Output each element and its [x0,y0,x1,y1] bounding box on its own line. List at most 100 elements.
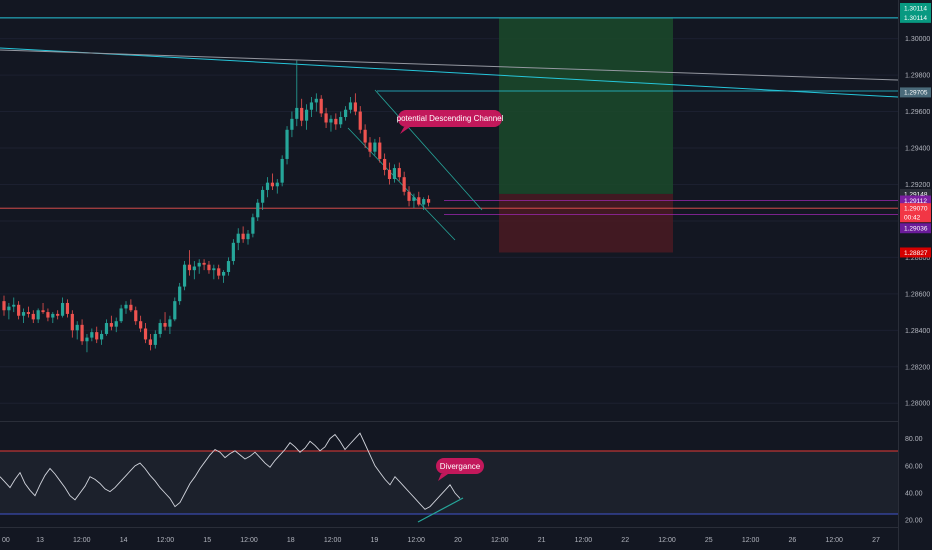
candle-body [241,233,245,240]
rsi-tick-label: 20.00 [905,518,923,525]
price-badge [900,212,931,223]
candle-body [70,313,74,331]
candle-body [60,302,65,316]
candle-body [187,264,192,271]
candle-body [275,182,279,187]
price-tick-label: 1.28400 [905,328,930,335]
candle-body [402,177,406,192]
time-tick-label: 12:00 [825,537,843,544]
candle-body [104,323,109,334]
candle-body [202,262,206,265]
price-tick-label: 1.29200 [905,182,930,189]
candle-body [314,98,318,103]
stop-zone[interactable] [499,193,673,253]
time-tick-label: 00 [2,537,10,544]
time-tick-label: 22 [621,537,629,544]
candle-body [119,308,123,322]
candle-body [261,189,265,203]
candle-body [168,319,172,327]
candle-body [334,118,338,125]
channel-callout: potential Descending Channel [397,110,504,134]
candle-body [348,102,353,110]
candle-body [222,271,226,276]
price-badge-label: 00:42 [904,215,921,222]
top-price-badge-label: 1.30114 [904,5,927,12]
rsi-tick-label: 40.00 [905,491,923,498]
descending-trendline[interactable] [0,47,899,98]
candle-body [80,324,84,342]
candle-body [426,199,431,203]
price-tick-label: 1.29400 [905,146,930,153]
candle-body [309,102,314,110]
rsi-divergence-line [417,497,464,523]
top-price-badge [900,3,931,13]
price-badge-label: 1.29148 [904,191,928,198]
candle-body [129,304,133,311]
candle-body [163,323,167,327]
time-tick-label: 12:00 [658,537,676,544]
time-tick-label: 12:00 [240,537,258,544]
candle-body [7,306,11,311]
candle-body [251,217,255,234]
divergence-callout: Divergance [436,458,484,481]
candle-body [383,158,387,170]
time-tick-label: 20 [454,537,462,544]
price-tick-label: 1.28800 [905,255,930,262]
callout-pointer [400,127,410,134]
candle-body [100,333,104,340]
candle-body [378,142,382,159]
rsi-axis[interactable]: 80.00 60.00 40.00 20.00 [905,436,923,525]
candle-body [265,182,270,190]
price-badge-label: 1.29705 [904,90,928,97]
callout-text: potential Descending Channel [397,114,504,123]
time-tick-label: 21 [538,537,546,544]
rsi-line [0,432,461,510]
channel-upper[interactable] [374,89,483,211]
price-pane[interactable] [0,0,898,421]
rsi-tick-label: 80.00 [905,436,923,443]
time-tick-label: 12:00 [742,537,760,544]
candle-body [12,304,16,307]
target-zone[interactable] [499,17,673,194]
candle-body [56,313,60,316]
candle-body [422,199,426,205]
candle-body [139,321,143,329]
price-tick-label: 1.29600 [905,109,930,116]
time-tick-label: 12:00 [157,537,175,544]
channel-lower[interactable] [347,127,456,241]
candle-body [290,118,294,130]
candle-body [95,332,99,340]
descending-trendline-2[interactable] [0,49,899,81]
price-badge [900,195,931,206]
time-tick-label: 18 [287,537,295,544]
time-axis[interactable]: 00 13 12:00 14 12:00 15 12:00 18 12:00 19 12:00 20 1… [2,537,880,544]
candles [2,60,431,353]
candle-body [17,304,21,316]
candle-body [212,268,216,271]
candle-body [353,102,357,112]
price-badge-label: 1.30114 [904,15,927,22]
candle-body [363,129,367,143]
candle-body [36,310,40,320]
candle-body [90,332,94,338]
candle-body [148,339,152,345]
price-badge [900,247,931,258]
candle-body [373,142,377,152]
candle-body [319,98,323,114]
candle-body [226,261,231,272]
candle-body [407,191,411,201]
time-tick-label: 19 [371,537,379,544]
time-tick-label: 13 [36,537,44,544]
time-tick-label: 12:00 [575,537,593,544]
price-badge [900,87,931,98]
candle-body [46,312,50,318]
price-tick-label: 1.28000 [905,401,930,408]
candle-body [51,313,55,318]
rsi-pane[interactable]: Divergance [0,432,898,523]
candle-body [134,310,138,322]
time-tick-label: 14 [120,537,128,544]
callout-box [436,458,484,474]
price-badge-label: 1.29036 [904,226,928,233]
time-tick-label: 12:00 [491,537,509,544]
candle-body [178,286,182,302]
